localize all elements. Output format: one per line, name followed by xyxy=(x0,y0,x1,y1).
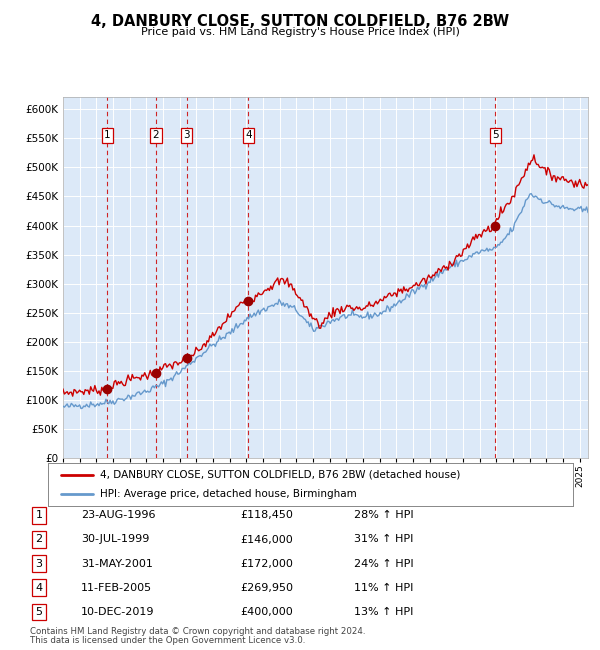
Text: 1: 1 xyxy=(104,131,110,140)
Text: 24% ↑ HPI: 24% ↑ HPI xyxy=(354,558,413,569)
Text: 4: 4 xyxy=(245,131,251,140)
Text: £146,000: £146,000 xyxy=(240,534,293,545)
Text: 5: 5 xyxy=(35,606,43,617)
Text: £400,000: £400,000 xyxy=(240,606,293,617)
Text: 13% ↑ HPI: 13% ↑ HPI xyxy=(354,606,413,617)
Text: Price paid vs. HM Land Registry's House Price Index (HPI): Price paid vs. HM Land Registry's House … xyxy=(140,27,460,37)
Text: Contains HM Land Registry data © Crown copyright and database right 2024.: Contains HM Land Registry data © Crown c… xyxy=(30,627,365,636)
Text: 11% ↑ HPI: 11% ↑ HPI xyxy=(354,582,413,593)
Text: 3: 3 xyxy=(35,558,43,569)
Text: 5: 5 xyxy=(492,131,499,140)
Text: £118,450: £118,450 xyxy=(240,510,293,521)
Text: 2: 2 xyxy=(35,534,43,545)
Text: 2: 2 xyxy=(152,131,160,140)
Text: 10-DEC-2019: 10-DEC-2019 xyxy=(81,606,155,617)
Text: 3: 3 xyxy=(184,131,190,140)
Text: 4, DANBURY CLOSE, SUTTON COLDFIELD, B76 2BW: 4, DANBURY CLOSE, SUTTON COLDFIELD, B76 … xyxy=(91,14,509,29)
Text: 31% ↑ HPI: 31% ↑ HPI xyxy=(354,534,413,545)
Text: 1: 1 xyxy=(35,510,43,521)
Text: HPI: Average price, detached house, Birmingham: HPI: Average price, detached house, Birm… xyxy=(101,489,357,499)
Text: £269,950: £269,950 xyxy=(240,582,293,593)
Text: 31-MAY-2001: 31-MAY-2001 xyxy=(81,558,153,569)
Text: 28% ↑ HPI: 28% ↑ HPI xyxy=(354,510,413,521)
Text: 4, DANBURY CLOSE, SUTTON COLDFIELD, B76 2BW (detached house): 4, DANBURY CLOSE, SUTTON COLDFIELD, B76 … xyxy=(101,470,461,480)
Text: This data is licensed under the Open Government Licence v3.0.: This data is licensed under the Open Gov… xyxy=(30,636,305,645)
Text: £172,000: £172,000 xyxy=(240,558,293,569)
Text: 30-JUL-1999: 30-JUL-1999 xyxy=(81,534,149,545)
Text: 11-FEB-2005: 11-FEB-2005 xyxy=(81,582,152,593)
Text: 4: 4 xyxy=(35,582,43,593)
Text: 23-AUG-1996: 23-AUG-1996 xyxy=(81,510,155,521)
